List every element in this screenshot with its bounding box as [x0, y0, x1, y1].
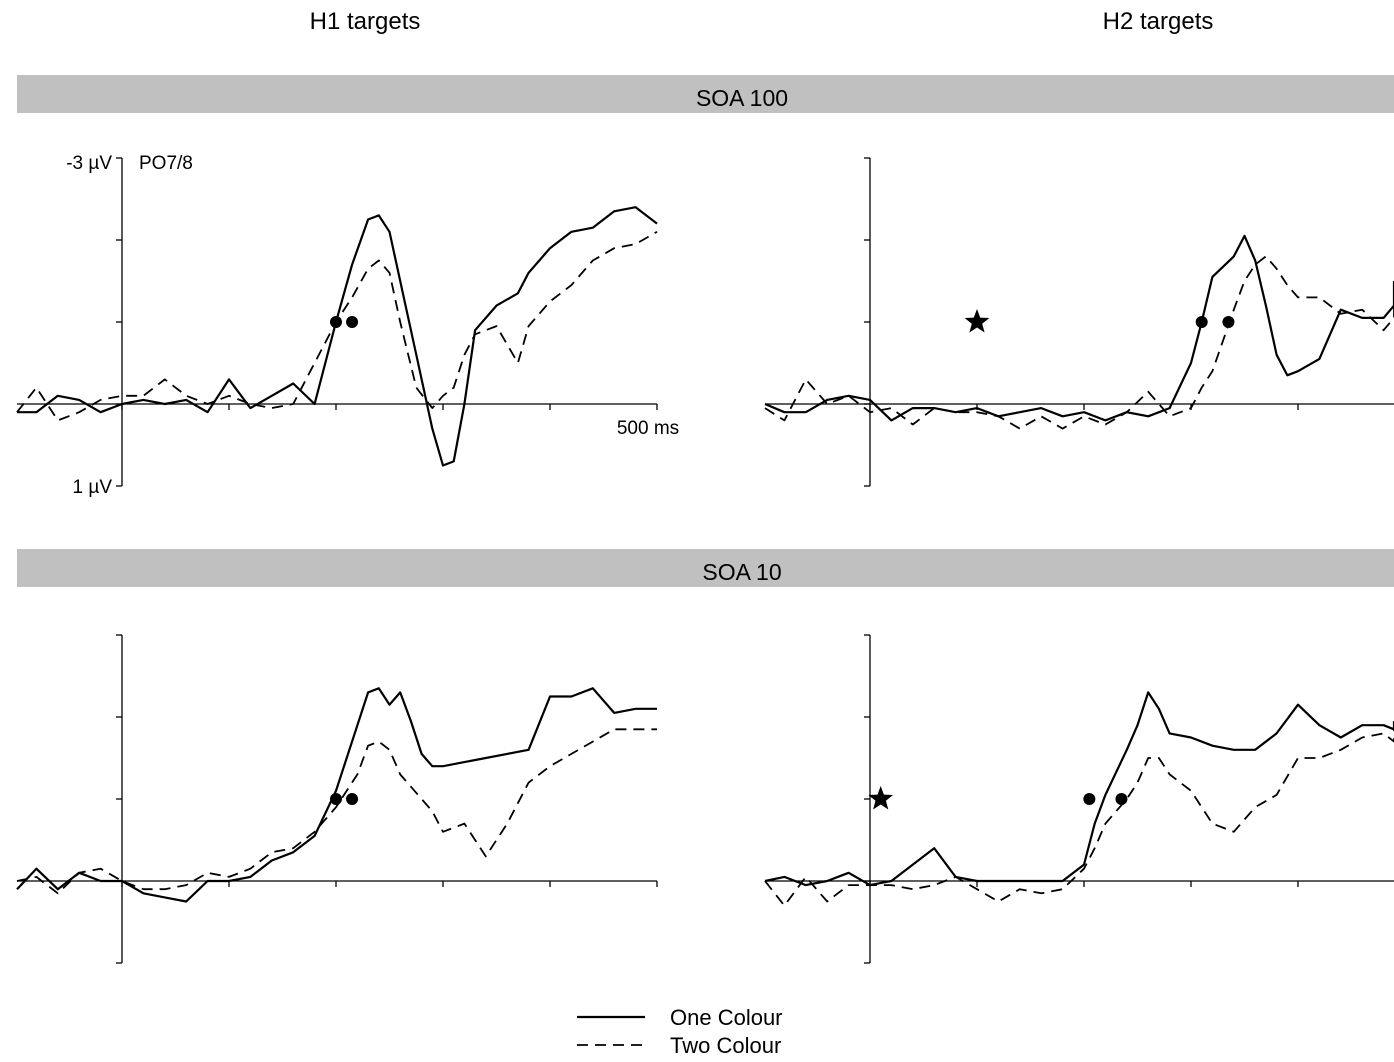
onset-dot-one-colour — [330, 316, 342, 328]
legend-label-one-colour: One Colour — [670, 1005, 783, 1030]
onset-dot-two-colour — [1222, 316, 1235, 328]
panel-h1-soa100 — [16, 157, 658, 487]
onset-dot-one-colour — [330, 793, 342, 805]
panel-h2-soa100 — [764, 157, 1394, 487]
onset-dot-two-colour — [346, 316, 359, 328]
onset-dot-one-colour — [1195, 316, 1208, 328]
onset-dot-two-colour — [1115, 793, 1128, 805]
y-bottom-label: 1 µV — [73, 477, 113, 498]
legend-label-two-colour: Two Colour — [670, 1033, 781, 1058]
trace-two-colour — [764, 725, 1394, 907]
trace-one-colour — [17, 206, 658, 467]
significance-star-icon — [868, 786, 894, 810]
row-label-soa10: SOA 10 — [702, 559, 781, 585]
onset-dot-two-colour — [346, 793, 359, 805]
column-title-h1: H1 targets — [310, 8, 421, 35]
column-title-h2: H2 targets — [1103, 8, 1214, 35]
trace-two-colour — [16, 231, 658, 422]
y-top-label: -3 µV — [66, 153, 112, 174]
row-band-soa100 — [17, 75, 1394, 113]
panel-h1-soa10 — [16, 634, 658, 964]
trace-one-colour — [16, 687, 657, 903]
trace-one-colour — [764, 234, 1394, 422]
significance-star-icon — [964, 309, 990, 333]
electrode-label: PO7/8 — [139, 153, 193, 174]
row-label-soa100: SOA 100 — [696, 85, 788, 111]
onset-dot-one-colour — [1083, 793, 1096, 805]
trace-two-colour — [16, 728, 657, 895]
trace-one-colour — [764, 691, 1394, 887]
row-band-soa10 — [17, 549, 1394, 587]
x-unit-label: 500 ms — [617, 418, 679, 439]
panel-h2-soa10 — [764, 634, 1394, 964]
trace-two-colour — [764, 255, 1394, 430]
